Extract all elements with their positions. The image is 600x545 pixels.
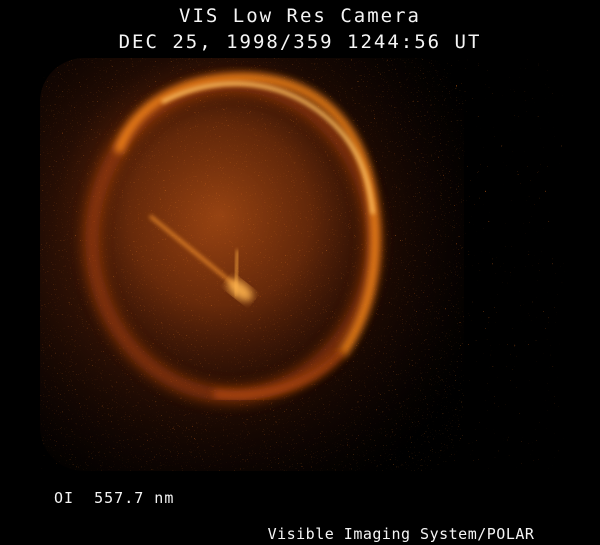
auroral-arc-bright bbox=[113, 73, 380, 357]
auroral-bright-spot bbox=[227, 278, 253, 302]
glow-grain-texture bbox=[40, 58, 464, 471]
timestamp: DEC 25, 1998/359 1244:56 UT bbox=[118, 31, 482, 53]
credits: Visible Imaging System/POLAR The Univers… bbox=[245, 489, 557, 545]
camera-title: VIS Low Res Camera bbox=[179, 5, 421, 27]
wavelength-label: OI 557.7 nm bbox=[54, 489, 175, 507]
auroral-streak-1 bbox=[149, 214, 237, 288]
credit-line-1: Visible Imaging System/POLAR bbox=[267, 525, 535, 543]
auroral-arc-crest bbox=[161, 81, 375, 215]
auroral-arc-bottom bbox=[213, 348, 346, 400]
camera-fov bbox=[40, 58, 464, 471]
